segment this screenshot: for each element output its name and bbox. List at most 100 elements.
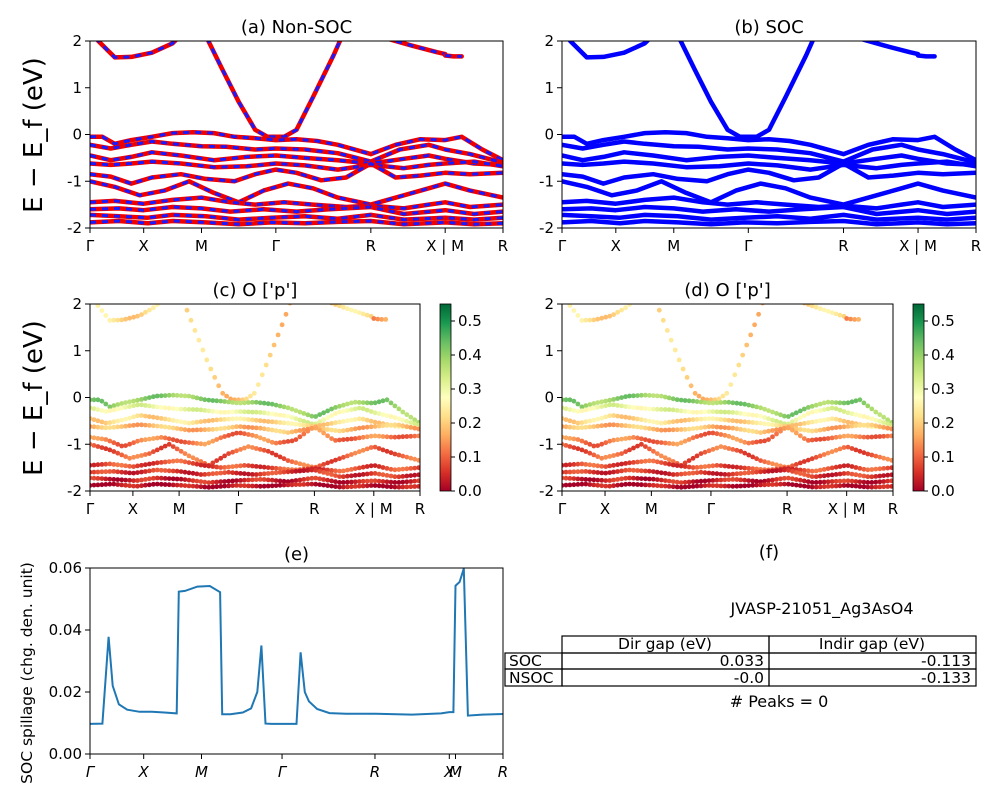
projected-band-point: [325, 471, 330, 476]
projected-band-point: [873, 423, 879, 429]
projected-band-point: [349, 407, 354, 413]
panel-d-xtick-label: X: [600, 500, 610, 518]
projected-band-point: [623, 461, 628, 466]
projected-band-point: [651, 439, 656, 444]
projected-band-point: [670, 441, 676, 447]
panel-e-xtick-label: R: [370, 763, 380, 781]
projected-band-point: [242, 416, 247, 422]
projected-band-point: [242, 409, 247, 415]
projected-band-point: [388, 479, 394, 485]
projected-band-point: [184, 307, 190, 313]
projected-band-point: [575, 446, 581, 452]
projected-band-point: [647, 438, 652, 444]
projected-band-point: [595, 470, 601, 475]
projected-band-point: [817, 418, 823, 424]
projected-band-point: [135, 478, 140, 483]
projected-band-point: [611, 453, 616, 458]
projected-band-point: [718, 424, 724, 430]
projected-band-point: [726, 433, 732, 439]
projected-band-point: [396, 434, 402, 440]
projected-band-point: [99, 308, 105, 313]
projected-band-point: [849, 433, 855, 439]
projected-band-point: [841, 478, 847, 484]
projected-band-point: [198, 459, 204, 464]
projected-band-point: [690, 484, 696, 489]
projected-band-point: [119, 462, 125, 468]
projected-band-point: [718, 463, 724, 468]
projected-band-point: [329, 427, 334, 433]
nonsoc-band-line: [205, 41, 343, 140]
projected-band-point: [250, 463, 255, 469]
projected-band-point: [214, 426, 220, 432]
projected-band-point: [182, 483, 188, 488]
projected-band-point: [345, 418, 350, 424]
projected-band-point: [865, 434, 871, 440]
projected-band-point: [178, 419, 184, 425]
projected-band-point: [762, 438, 767, 444]
projected-band-point: [756, 311, 761, 317]
projected-band-point: [368, 400, 374, 406]
projected-band-point: [257, 410, 263, 415]
projected-band-point: [746, 440, 752, 446]
projected-band-point: [238, 400, 243, 406]
projected-band-point: [734, 426, 740, 432]
panel-a-xtick-label: X | M: [426, 237, 464, 255]
projected-band-point: [277, 454, 283, 460]
projected-band-point: [654, 459, 660, 465]
projected-band-point: [261, 436, 267, 442]
projected-band-point: [356, 310, 362, 315]
colorbar-tick-label: 0.5: [458, 312, 482, 330]
projected-band-point: [131, 478, 137, 483]
table-cell-nsoc-dir-value: -0.0: [734, 669, 764, 687]
projected-band-point: [202, 427, 208, 433]
projected-band-point: [865, 422, 871, 428]
projected-band-point: [758, 439, 763, 444]
projected-band-point: [380, 465, 386, 470]
projected-band-point: [352, 436, 358, 441]
projected-band-point: [710, 400, 716, 406]
projected-band-point: [662, 427, 668, 433]
projected-band-point: [718, 444, 724, 449]
projected-band-point: [793, 422, 799, 428]
projected-band-point: [841, 445, 847, 450]
projected-band-point: [186, 477, 192, 483]
projected-band-point: [726, 417, 732, 423]
projected-band-point: [131, 314, 137, 320]
nonsoc-band-dash: [90, 160, 503, 172]
projected-band-point: [790, 297, 795, 302]
projected-band-point: [809, 484, 815, 490]
projected-band-point: [647, 482, 652, 488]
panel-e-ytick-label: 0.04: [49, 621, 82, 639]
projected-band-point: [718, 400, 724, 405]
projected-band-point: [654, 483, 660, 488]
projected-band-point: [848, 316, 853, 322]
projected-band-point: [647, 406, 652, 412]
projected-band-point: [654, 393, 660, 399]
projected-band-point: [246, 471, 251, 477]
projected-band-point: [226, 409, 232, 415]
projected-band-point: [837, 464, 843, 469]
projected-band-point: [770, 468, 775, 474]
projected-band-point: [631, 460, 636, 465]
projected-band-point: [222, 470, 228, 476]
projected-band-point: [372, 410, 378, 416]
projected-band-point: [238, 478, 243, 483]
projected-band-point: [797, 483, 803, 488]
projected-band-point: [253, 433, 259, 439]
projected-band-point: [107, 420, 113, 425]
projected-band-point: [178, 393, 184, 398]
projected-band-point: [246, 483, 251, 489]
projected-band-point: [341, 454, 346, 460]
projected-band-point: [718, 483, 724, 489]
projected-band-point: [404, 473, 410, 479]
nonsoc-band-dash: [90, 219, 503, 226]
projected-band-point: [746, 412, 752, 417]
projected-band-point: [329, 436, 334, 441]
projected-band-point: [591, 401, 597, 406]
projected-band-point: [230, 416, 236, 422]
projected-band-point: [801, 436, 807, 441]
projected-band-point: [202, 418, 208, 424]
projected-band-point: [380, 423, 386, 429]
projected-band-point: [647, 458, 652, 464]
